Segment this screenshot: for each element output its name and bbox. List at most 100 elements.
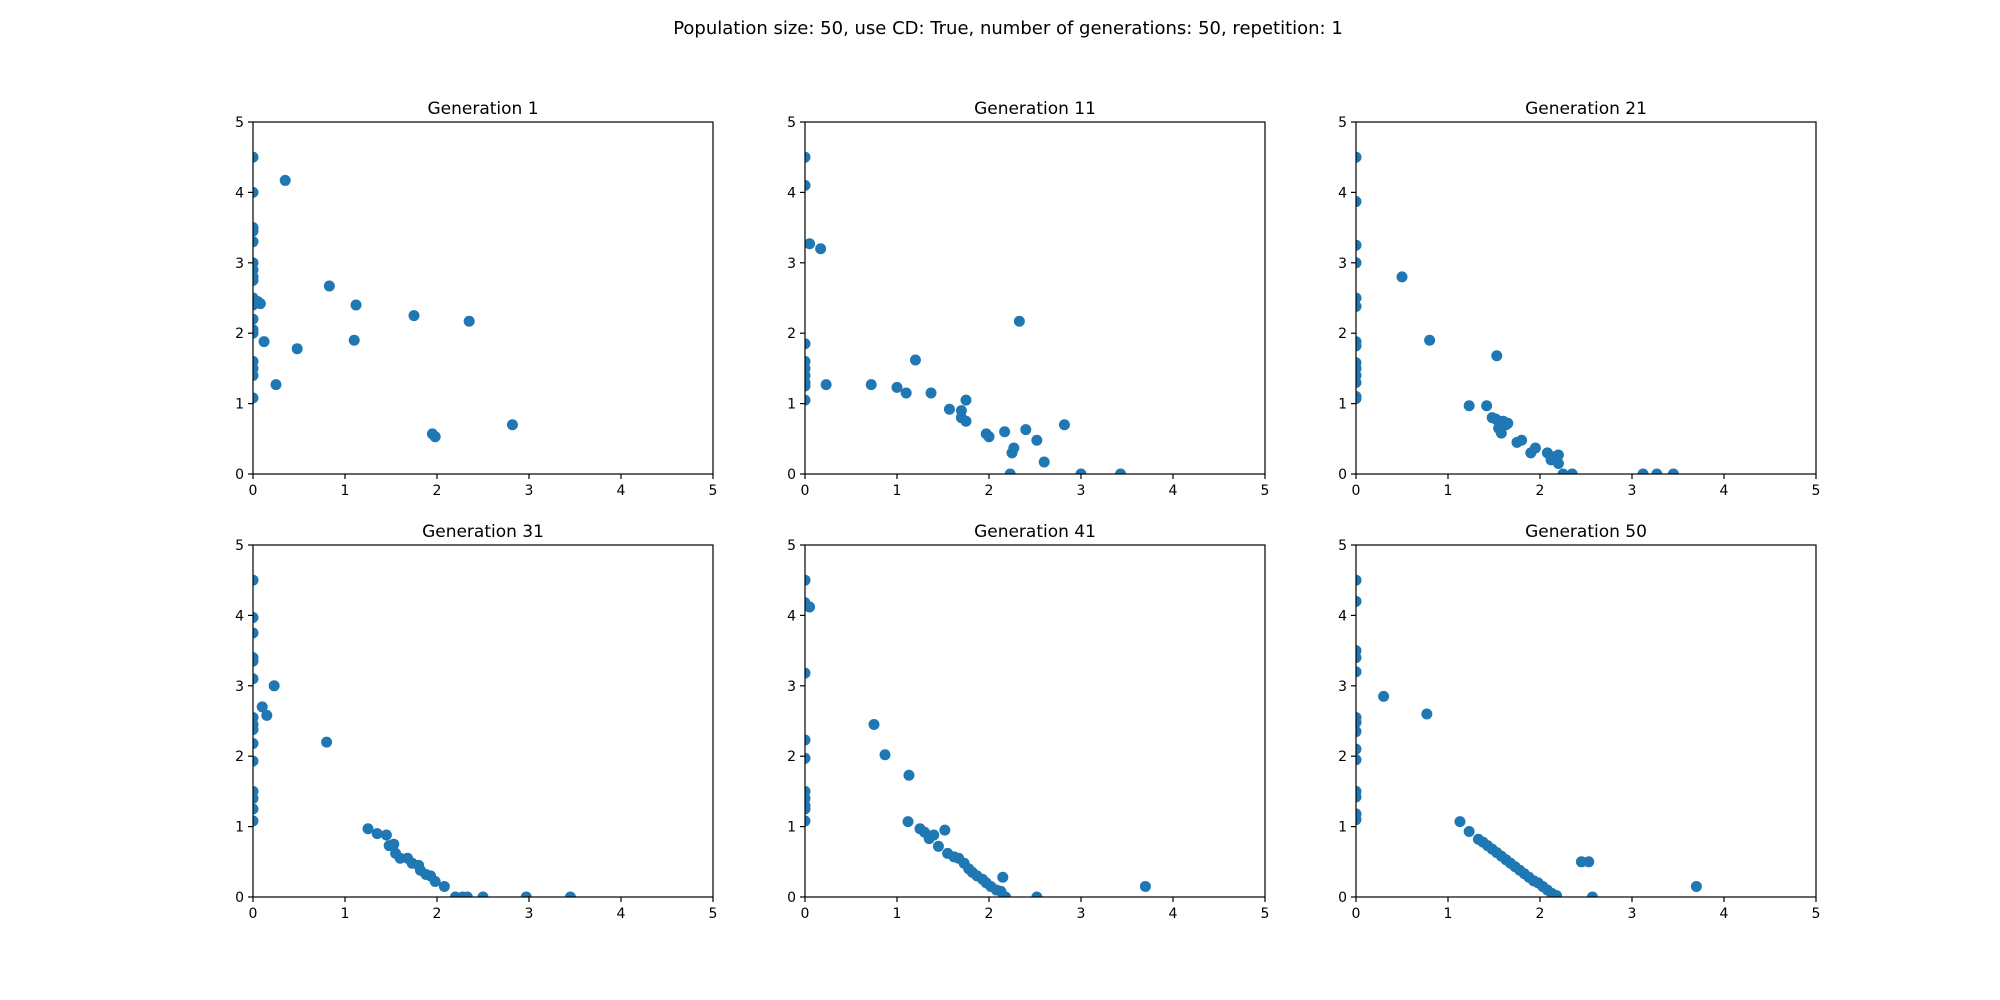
subplot-title: Generation 11 xyxy=(974,99,1096,119)
data-point xyxy=(1356,716,1362,728)
data-point xyxy=(253,655,259,667)
data-point xyxy=(943,403,955,415)
data-point xyxy=(253,738,259,750)
y-tick-label: 1 xyxy=(1338,820,1347,836)
subplot-5: Generation 41 0 1 2 3 4 5 0 1 2 3 4 5 xyxy=(787,522,1269,922)
x-tick-label: 0 xyxy=(801,483,810,499)
x-tick-label: 2 xyxy=(1536,906,1545,922)
data-point xyxy=(350,299,362,311)
data-point xyxy=(999,426,1011,438)
subplot-1: Generation 1 0 1 2 3 4 5 0 1 2 3 4 5 xyxy=(235,99,717,499)
data-point xyxy=(928,829,940,841)
data-point xyxy=(253,755,259,767)
subplot-6: Generation 50 0 1 2 3 4 5 0 1 2 3 4 5 xyxy=(1338,522,1820,922)
x-tick-label: 1 xyxy=(1444,483,1453,499)
data-point xyxy=(1421,708,1433,720)
y-tick-label: 0 xyxy=(787,890,796,906)
data-point xyxy=(805,803,811,815)
data-point xyxy=(805,380,811,392)
x-tick-label: 5 xyxy=(1812,906,1821,922)
data-point xyxy=(1013,315,1025,327)
data-point xyxy=(1529,442,1541,454)
x-tick-label: 1 xyxy=(341,483,350,499)
data-point xyxy=(463,315,475,327)
y-tick-label: 3 xyxy=(787,679,796,695)
y-tick-label: 4 xyxy=(1338,185,1347,201)
data-point xyxy=(1356,257,1362,269)
data-point xyxy=(805,752,811,764)
y-tick-label: 1 xyxy=(787,397,796,413)
data-point xyxy=(253,236,259,248)
data-point xyxy=(1356,196,1362,208)
data-point xyxy=(900,387,912,399)
data-point xyxy=(1356,726,1362,738)
y-tick-label: 4 xyxy=(1338,608,1347,624)
data-point xyxy=(270,379,282,391)
x-tick-label: 2 xyxy=(985,906,994,922)
scatter-series xyxy=(253,151,518,443)
data-point xyxy=(253,723,259,735)
x-tick-label: 1 xyxy=(893,483,902,499)
data-point xyxy=(891,381,903,393)
data-point xyxy=(1356,574,1362,586)
y-tick-label: 4 xyxy=(787,185,796,201)
figure-title: Population size: 50, use CD: True, numbe… xyxy=(673,18,1343,39)
y-tick-label: 0 xyxy=(235,890,244,906)
data-point xyxy=(1396,271,1408,283)
data-point xyxy=(1356,652,1362,664)
y-tick-label: 0 xyxy=(235,467,244,483)
x-tick-label: 0 xyxy=(249,483,258,499)
data-point xyxy=(1551,890,1563,897)
data-point xyxy=(253,274,259,286)
y-tick-label: 0 xyxy=(1338,467,1347,483)
data-point xyxy=(805,394,811,406)
data-point xyxy=(253,815,259,827)
data-point xyxy=(868,719,880,731)
subplot-title: Generation 50 xyxy=(1525,522,1647,542)
data-point xyxy=(323,280,335,292)
data-point xyxy=(1356,814,1362,826)
x-tick-label: 5 xyxy=(1261,483,1270,499)
data-point xyxy=(960,415,972,427)
y-tick-label: 4 xyxy=(787,608,796,624)
y-tick-label: 1 xyxy=(1338,397,1347,413)
scatter-series xyxy=(1356,151,1679,474)
y-tick-label: 3 xyxy=(235,256,244,272)
data-point xyxy=(805,151,811,163)
data-point xyxy=(925,387,937,399)
x-tick-label: 5 xyxy=(709,906,718,922)
data-point xyxy=(1356,595,1362,607)
data-point xyxy=(256,701,268,713)
data-point xyxy=(1566,468,1578,474)
data-point xyxy=(1356,340,1362,352)
data-point xyxy=(1481,400,1493,412)
y-tick-label: 3 xyxy=(787,256,796,272)
x-tick-label: 3 xyxy=(1628,483,1637,499)
data-point xyxy=(909,354,921,366)
axes-frame xyxy=(804,121,1266,475)
data-point xyxy=(1378,690,1390,702)
y-tick-label: 3 xyxy=(1338,256,1347,272)
data-point xyxy=(253,574,259,586)
data-point xyxy=(253,803,259,815)
x-tick-label: 2 xyxy=(433,906,442,922)
scatter-series xyxy=(253,574,576,897)
data-point xyxy=(564,891,576,897)
data-point xyxy=(1000,891,1012,897)
axes-frame xyxy=(252,121,714,475)
data-point xyxy=(902,816,914,828)
x-tick-label: 3 xyxy=(525,906,534,922)
data-point xyxy=(1038,456,1050,468)
data-point xyxy=(1356,376,1362,388)
data-point xyxy=(408,310,420,322)
data-point xyxy=(879,749,891,761)
axes-frame xyxy=(252,544,714,898)
data-point xyxy=(1516,434,1528,446)
data-point xyxy=(1502,417,1514,429)
data-point xyxy=(983,431,995,443)
data-point xyxy=(253,369,259,381)
data-point xyxy=(1463,826,1475,838)
data-point xyxy=(1495,427,1507,439)
data-point xyxy=(815,243,827,255)
data-point xyxy=(1020,424,1032,436)
